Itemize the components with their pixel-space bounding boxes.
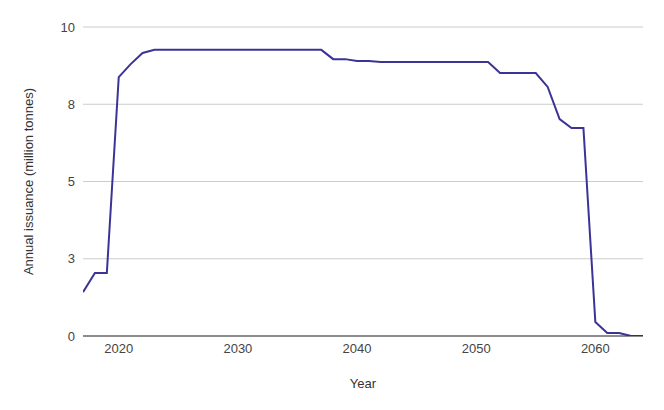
svg-text:10: 10 — [61, 20, 75, 35]
svg-text:2040: 2040 — [343, 341, 372, 356]
svg-text:Year: Year — [350, 376, 377, 391]
svg-text:0: 0 — [68, 329, 75, 344]
svg-text:2030: 2030 — [223, 341, 252, 356]
svg-text:2020: 2020 — [104, 341, 133, 356]
svg-text:5: 5 — [68, 174, 75, 189]
svg-text:2060: 2060 — [581, 341, 610, 356]
svg-text:Annual issuance (million tonne: Annual issuance (million tonnes) — [21, 88, 36, 275]
svg-text:8: 8 — [68, 97, 75, 112]
svg-text:3: 3 — [68, 251, 75, 266]
svg-text:2050: 2050 — [462, 341, 491, 356]
